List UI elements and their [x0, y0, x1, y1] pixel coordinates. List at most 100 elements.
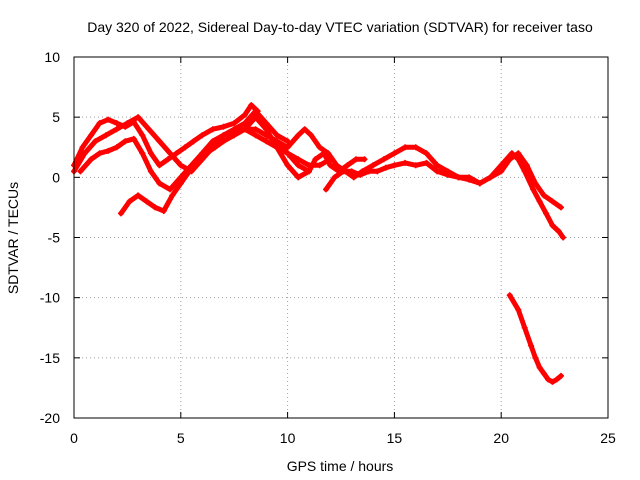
- data-point: [143, 198, 150, 205]
- x-tick-label: 5: [177, 430, 185, 446]
- grid: [74, 57, 608, 418]
- data-point: [402, 144, 409, 151]
- data-point: [220, 132, 227, 139]
- data-point: [209, 138, 216, 145]
- data-point: [190, 138, 197, 145]
- data-point: [284, 144, 291, 151]
- data-point: [506, 292, 513, 299]
- data-point: [515, 306, 522, 313]
- data-point: [156, 138, 163, 145]
- data-point: [77, 168, 84, 175]
- series-line: [263, 126, 566, 240]
- x-tick-label: 0: [70, 430, 78, 446]
- data-point: [434, 162, 441, 169]
- data-point: [81, 150, 88, 157]
- data-point: [545, 376, 552, 383]
- series-layer: [71, 102, 567, 385]
- data-point: [323, 186, 330, 193]
- data-point: [273, 138, 280, 145]
- data-point: [139, 132, 146, 139]
- data-point: [340, 168, 347, 175]
- data-point: [536, 364, 543, 371]
- data-point: [135, 192, 142, 199]
- data-point: [79, 144, 86, 151]
- data-point: [173, 150, 180, 157]
- data-point: [532, 354, 539, 361]
- data-point: [374, 168, 381, 175]
- data-point: [295, 162, 302, 169]
- data-point: [423, 159, 430, 166]
- data-point: [352, 156, 359, 163]
- data-point: [333, 162, 340, 169]
- y-tick-label: 10: [44, 49, 60, 65]
- data-point: [92, 138, 99, 145]
- data-point: [521, 168, 528, 175]
- data-point: [284, 162, 291, 169]
- data-point: [220, 123, 227, 130]
- ticks: 0 5 10 15 20 25 -20 -15 -10 -5 0 5 10: [40, 49, 616, 446]
- series-line: [242, 114, 367, 180]
- y-tick-label: 5: [52, 109, 60, 125]
- data-point: [540, 370, 547, 377]
- x-axis-label: GPS time / hours: [287, 458, 394, 474]
- data-point: [252, 126, 259, 133]
- data-point: [220, 138, 227, 145]
- data-point: [113, 126, 120, 133]
- data-point: [553, 376, 560, 383]
- y-axis-label: SDTVAR / TECUs: [5, 182, 21, 294]
- data-point: [305, 168, 312, 175]
- data-point: [530, 186, 537, 193]
- data-point: [147, 150, 154, 157]
- series-track-7: [323, 150, 565, 211]
- data-point: [391, 162, 398, 169]
- data-point: [169, 192, 176, 199]
- data-point: [88, 132, 95, 139]
- data-point: [331, 174, 338, 181]
- data-point: [263, 132, 270, 139]
- data-point: [555, 228, 562, 235]
- data-point: [350, 174, 357, 181]
- data-point: [182, 144, 189, 151]
- data-point: [203, 150, 210, 157]
- data-point: [186, 168, 193, 175]
- data-point: [549, 198, 556, 205]
- data-point: [344, 162, 351, 169]
- data-point: [444, 171, 451, 178]
- data-point: [312, 156, 319, 163]
- data-point: [248, 102, 255, 109]
- chart-title: Day 320 of 2022, Sidereal Day-to-day VTE…: [87, 19, 593, 35]
- data-point: [532, 180, 539, 187]
- series-track-6: [263, 126, 567, 241]
- data-point: [316, 162, 323, 169]
- data-point: [466, 176, 473, 183]
- data-point: [88, 156, 95, 163]
- data-point: [122, 138, 129, 145]
- data-point: [361, 156, 368, 163]
- data-point: [105, 147, 112, 154]
- y-tick-label: -5: [48, 230, 61, 246]
- data-point: [528, 342, 535, 349]
- x-tick-label: 20: [493, 430, 509, 446]
- data-point: [301, 126, 308, 133]
- data-point: [325, 150, 332, 157]
- data-point: [412, 144, 419, 151]
- data-point: [370, 162, 377, 169]
- data-point: [506, 156, 513, 163]
- data-point: [382, 164, 389, 171]
- data-point: [540, 192, 547, 199]
- data-point: [231, 120, 238, 127]
- x-tick-label: 10: [280, 430, 296, 446]
- data-point: [273, 144, 280, 151]
- data-point: [105, 116, 112, 123]
- data-point: [543, 210, 550, 217]
- data-point: [263, 126, 270, 133]
- data-point: [209, 126, 216, 133]
- data-point: [523, 162, 530, 169]
- x-tick-label: 25: [600, 430, 616, 446]
- data-point: [241, 111, 248, 118]
- data-point: [241, 120, 248, 127]
- data-point: [177, 180, 184, 187]
- data-point: [145, 126, 152, 133]
- data-point: [113, 120, 120, 127]
